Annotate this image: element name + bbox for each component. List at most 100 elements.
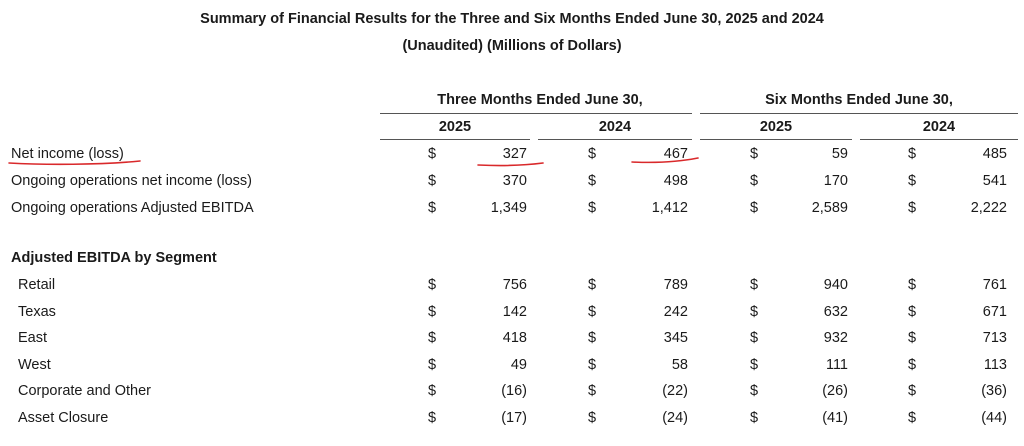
cell-value: 345 [663,330,688,346]
currency-symbol: $ [588,356,597,373]
currency-symbol: $ [908,409,917,426]
year-underline [700,139,852,140]
cell-value: 498 [663,173,688,189]
year-header-2025-q: 2025 [438,119,472,135]
currency-symbol: $ [428,356,437,373]
table-row: West $49 $58 $111 $113 [0,357,1024,379]
cell-value: 940 [823,277,848,293]
currency-symbol: $ [750,409,759,426]
row-label: Corporate and Other [18,383,151,399]
year-underline [380,139,530,140]
cell-value: 671 [982,303,1007,320]
row-label: Ongoing operations Adjusted EBITDA [11,200,254,216]
currency-symbol: $ [750,277,759,293]
cell-value: 58 [671,356,688,373]
table-row: Retail $756 $789 $940 $761 [0,277,1024,299]
cell-value: (17) [501,409,527,426]
cell-value: (36) [981,383,1007,399]
cell-value: 370 [502,173,527,189]
table-row: Ongoing operations Adjusted EBITDA $1,349… [0,200,1024,222]
currency-symbol: $ [750,146,759,162]
cell-value: 541 [982,173,1007,189]
currency-symbol: $ [908,277,917,293]
year-underline [538,139,692,140]
cell-value: 1,349 [490,200,527,216]
currency-symbol: $ [588,277,597,293]
row-label: Asset Closure [18,409,109,426]
period-header-three-months: Three Months Ended June 30, [437,92,643,108]
table-row: Asset Closure $ (17) $ (24) $ (41) $ (44) [0,410,1024,432]
table-row: Texas $142 $242 $632 $671 [0,304,1024,326]
currency-symbol: $ [750,383,759,399]
cell-value: 111 [825,356,848,373]
cell-value: (24) [662,409,688,426]
cell-value: 59 [831,146,848,162]
currency-symbol: $ [908,200,917,216]
cell-value: 170 [823,173,848,189]
cell-value: 485 [982,146,1007,162]
currency-symbol: $ [428,383,437,399]
cell-value: 418 [502,330,527,346]
row-label: Ongoing operations net income (loss) [11,173,252,189]
segment-section-title: Adjusted EBITDA by Segment [11,250,217,266]
currency-symbol: $ [588,146,597,162]
cell-value: 113 [983,356,1007,373]
row-label: Net income (loss) [11,146,124,162]
cell-value: 632 [823,303,848,320]
row-label: West [18,356,51,373]
currency-symbol: $ [428,173,437,189]
period-underline-three-months [380,113,692,114]
currency-symbol: $ [908,330,917,346]
cell-value: (16) [501,383,527,399]
currency-symbol: $ [908,146,917,162]
cell-value: 467 [663,146,688,162]
table-row: Ongoing operations net income (loss) $370… [0,173,1024,195]
cell-value: (41) [822,409,848,426]
row-label: East [18,330,48,346]
cell-value: (22) [662,383,688,399]
currency-symbol: $ [750,200,759,216]
currency-symbol: $ [428,146,437,162]
cell-value: 327 [502,146,527,162]
table-row: East $418 $345 $932 $713 [0,330,1024,352]
table-row: Corporate and Other $ (16) $ (22) $ (26) $ (36) [0,383,1024,405]
currency-symbol: $ [908,173,917,189]
currency-symbol: $ [588,409,597,426]
currency-symbol: $ [588,303,597,320]
cell-value: 142 [502,303,527,320]
currency-symbol: $ [428,277,437,293]
currency-symbol: $ [750,356,759,373]
cell-value: 2,222 [970,200,1007,216]
currency-symbol: $ [750,173,759,189]
cell-value: 713 [982,330,1007,346]
period-header-six-months: Six Months Ended June 30, [765,92,953,108]
row-label: Retail [18,277,56,293]
currency-symbol: $ [588,383,597,399]
cell-value: 1,412 [651,200,688,216]
currency-symbol: $ [428,303,437,320]
currency-symbol: $ [428,200,437,216]
document-subtitle: (Unaudited) (Millions of Dollars) [402,38,622,54]
currency-symbol: $ [428,330,437,346]
year-header-2024-q: 2024 [598,119,632,135]
row-label: Texas [18,303,56,320]
cell-value: (26) [822,383,848,399]
currency-symbol: $ [588,330,597,346]
currency-symbol: $ [750,303,759,320]
currency-symbol: $ [588,200,597,216]
currency-symbol: $ [908,303,917,320]
currency-symbol: $ [750,330,759,346]
cell-value: 242 [663,303,688,320]
cell-value: 789 [663,277,688,293]
cell-value: 2,589 [811,200,848,216]
year-header-2024-ytd: 2024 [922,119,956,135]
currency-symbol: $ [908,356,917,373]
currency-symbol: $ [908,383,917,399]
cell-value: 756 [502,277,527,293]
currency-symbol: $ [588,173,597,189]
cell-value: 761 [982,277,1007,293]
period-underline-six-months [700,113,1018,114]
table-row: Net income (loss) $327 $467 $59 $485 [0,146,1024,168]
cell-value: 49 [510,356,527,373]
currency-symbol: $ [428,409,437,426]
